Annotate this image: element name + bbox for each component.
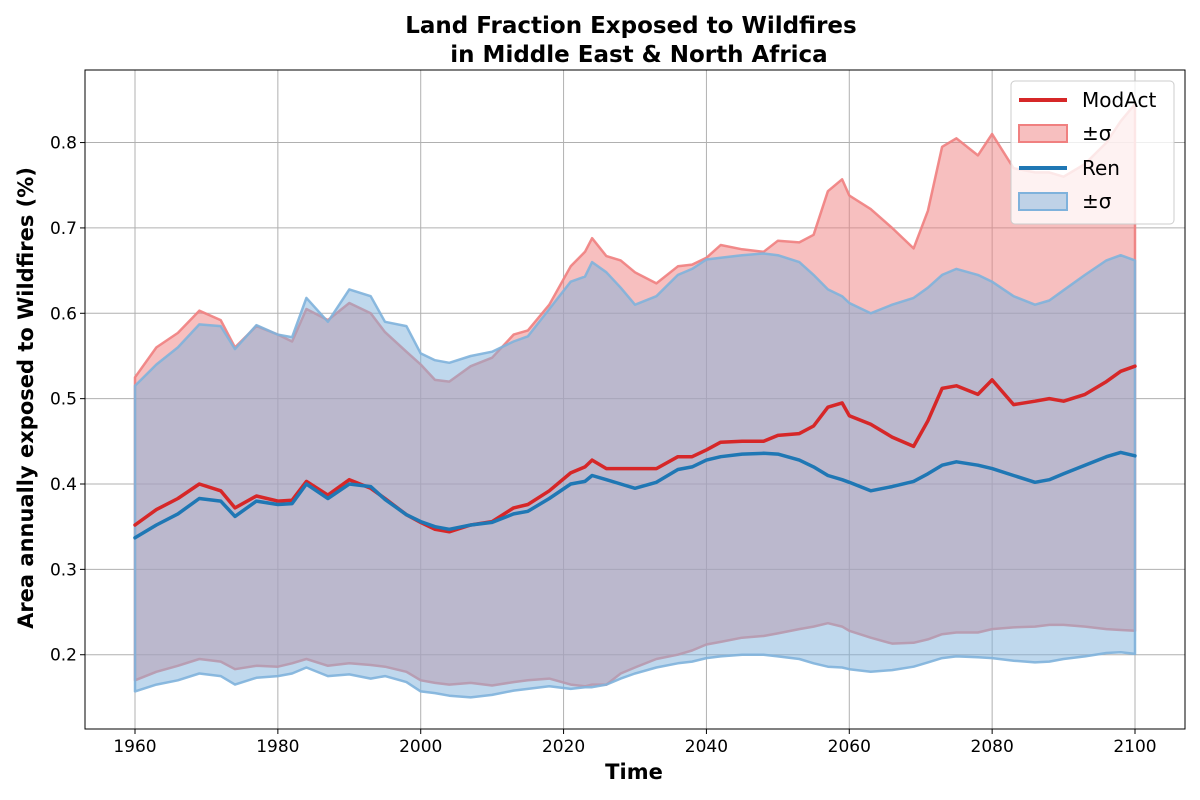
legend-modact-band-label: ±σ [1082,121,1112,145]
y-tick-label: 0.6 [50,304,77,324]
x-tick-label: 2100 [1113,737,1156,757]
modact-line [133,364,1137,534]
y-tick-label: 0.3 [50,560,77,580]
x-tick-label: 2080 [971,737,1014,757]
y-tick-label: 0.8 [50,134,77,154]
series-lines [133,364,1137,540]
uncertainty-bands [133,102,1137,699]
y-tick-label: 0.7 [50,219,77,239]
chart-title-line-1: Land Fraction Exposed to Wildfires [405,13,856,39]
x-tick-label: 2040 [685,737,728,757]
x-tick-label: 2020 [542,737,585,757]
y-axis-label: Area annually exposed to Wildfires (%) [14,167,38,629]
legend-modact-band-swatch [1018,124,1068,143]
legend: ModAct ±σ Ren ±σ [1010,80,1175,225]
x-tick-label: 2000 [399,737,442,757]
legend-modact-label: ModAct [1082,88,1157,112]
x-tick-label: 1960 [113,737,156,757]
legend-box [1010,80,1175,225]
ren-line [133,450,1137,540]
y-tick-label: 0.2 [50,646,77,666]
x-tick-label: 2060 [828,737,871,757]
y-axis-ticks: 0.2 0.3 0.4 0.5 0.6 0.7 0.8 [50,134,85,666]
legend-ren-band-label: ±σ [1082,189,1112,213]
y-tick-label: 0.5 [50,390,77,410]
plot-frame [84,69,1186,730]
ren-band [133,252,1137,699]
legend-ren-band-swatch [1018,192,1068,211]
chart-title-line-2: in Middle East & North Africa [450,42,827,68]
legend-ren-label: Ren [1082,156,1120,180]
y-tick-label: 0.4 [50,475,77,495]
x-tick-label: 1980 [256,737,299,757]
x-axis-ticks: 1960 1980 2000 2020 2040 2060 2080 2100 [113,729,1157,757]
x-axis-label: Time [605,760,663,784]
